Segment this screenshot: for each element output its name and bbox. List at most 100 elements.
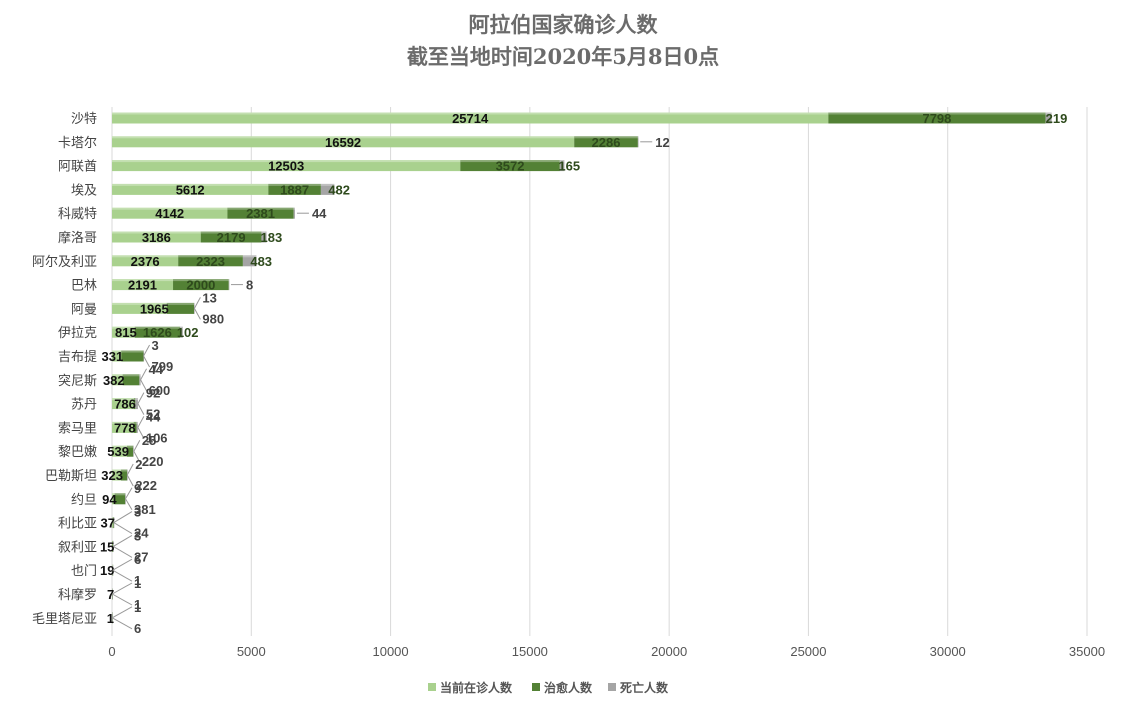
bar-segment bbox=[173, 279, 229, 291]
bar-segment-highlight bbox=[200, 231, 262, 234]
bar-segment-highlight bbox=[112, 326, 135, 329]
chart-title: 阿拉伯国家确诊人数 bbox=[469, 12, 659, 37]
bar-segment-highlight bbox=[112, 540, 114, 543]
data-label-deaths: 92 bbox=[146, 386, 160, 401]
data-label-current: 16592 bbox=[325, 135, 361, 150]
bar-segment-highlight bbox=[194, 302, 195, 305]
legend-label: 当前在诊人数 bbox=[440, 680, 513, 695]
bar-segment-highlight bbox=[136, 421, 138, 424]
data-label-recovered: 2286 bbox=[592, 135, 621, 150]
bar-segment bbox=[112, 350, 122, 362]
data-label-current: 12503 bbox=[268, 159, 304, 174]
category-label: 阿联酋 bbox=[58, 159, 97, 175]
value-axis: 0 5000 10000 15000 20000 25000 30000 35000 bbox=[108, 644, 1105, 659]
bar-segment-highlight bbox=[121, 350, 144, 353]
category-label: 巴林 bbox=[71, 279, 97, 294]
bar-segment bbox=[134, 326, 180, 338]
bar-segment-highlight bbox=[112, 112, 829, 115]
leader-line bbox=[113, 545, 133, 558]
bar-segment bbox=[242, 255, 257, 267]
bar-segment bbox=[227, 207, 294, 219]
bar-segment bbox=[133, 421, 137, 433]
bar-segment bbox=[320, 183, 335, 195]
category-label: 约旦 bbox=[71, 493, 97, 508]
data-label-recovered: 600 bbox=[149, 383, 171, 398]
bar-segment bbox=[112, 136, 575, 148]
bar-segment-highlight bbox=[112, 183, 269, 186]
bar-segment-highlight bbox=[125, 493, 126, 496]
bar-segment bbox=[136, 421, 138, 433]
bar-segment-highlight bbox=[1045, 112, 1052, 115]
data-label-recovered: 220 bbox=[142, 454, 164, 469]
leader-line bbox=[137, 392, 145, 404]
data-label-deaths: 219 bbox=[1046, 111, 1068, 126]
legend-label: 死亡人数 bbox=[620, 680, 669, 695]
data-label-deaths: 13 bbox=[202, 290, 216, 305]
data-label-current: 94 bbox=[102, 492, 117, 507]
bar-segment bbox=[574, 136, 638, 148]
data-label-recovered: 7798 bbox=[922, 111, 951, 126]
bar-segment bbox=[121, 350, 144, 362]
bar-segment-highlight bbox=[320, 183, 335, 186]
data-label-current: 15 bbox=[100, 539, 114, 554]
data-label-current: 5612 bbox=[176, 182, 205, 197]
leader-line bbox=[111, 606, 133, 619]
bar-segment-highlight bbox=[133, 445, 134, 448]
data-label-deaths: 44 bbox=[146, 409, 161, 424]
bar-segment-highlight bbox=[134, 326, 180, 329]
leader-line bbox=[193, 297, 201, 309]
data-label-current: 323 bbox=[101, 468, 123, 483]
bar-segment-highlight bbox=[637, 136, 639, 139]
leader-line bbox=[125, 487, 133, 500]
category-label: 利比亚 bbox=[58, 517, 97, 532]
x-tick-label: 5000 bbox=[237, 644, 266, 659]
leader-line bbox=[193, 308, 201, 320]
category-label: 黎巴嫩 bbox=[58, 445, 97, 460]
bar-segment-highlight bbox=[574, 136, 638, 139]
bar-segment-highlight bbox=[112, 374, 123, 377]
category-axis: 沙特卡塔尔阿联酋埃及科威特摩洛哥阿尔及利亚巴林阿曼伊拉克吉布提突尼斯苏丹索马里黎… bbox=[32, 112, 97, 627]
data-label-deaths: 183 bbox=[261, 230, 283, 245]
data-label-recovered: 2381 bbox=[246, 206, 275, 221]
bar-segment-highlight bbox=[112, 517, 114, 520]
x-tick-label: 25000 bbox=[790, 644, 826, 659]
data-label-recovered: 3572 bbox=[496, 159, 525, 174]
legend-swatch bbox=[532, 683, 540, 691]
data-label-recovered: 6 bbox=[134, 621, 141, 636]
data-label-deaths: 9 bbox=[134, 481, 141, 496]
data-label-current: 37 bbox=[101, 516, 115, 531]
bar-segment bbox=[112, 445, 128, 457]
bar-segment-highlight bbox=[112, 588, 113, 591]
category-label: 阿曼 bbox=[71, 302, 97, 317]
category-label: 巴勒斯坦 bbox=[45, 469, 97, 484]
legend: 当前在诊人数 治愈人数 死亡人数 bbox=[428, 680, 669, 695]
bar-segment bbox=[293, 207, 295, 219]
bar-segment bbox=[114, 493, 126, 505]
bar-segment-highlight bbox=[268, 183, 321, 186]
leader-line bbox=[137, 427, 145, 439]
category-label: 阿尔及利亚 bbox=[32, 255, 97, 270]
category-label: 也门 bbox=[71, 564, 97, 579]
bar-segment bbox=[112, 112, 829, 124]
leader-line bbox=[137, 416, 145, 428]
leader-line bbox=[143, 355, 151, 368]
leader-line bbox=[140, 368, 148, 381]
bar-segment bbox=[268, 183, 321, 195]
category-label: 伊拉克 bbox=[58, 326, 97, 341]
bar-segment-highlight bbox=[112, 255, 179, 258]
bar-segment bbox=[200, 231, 262, 243]
bar-segment-highlight bbox=[112, 350, 122, 353]
bar-segment-highlight bbox=[143, 350, 145, 353]
data-label-recovered: 24 bbox=[134, 526, 149, 541]
bar-segment bbox=[178, 255, 243, 267]
data-label-recovered: 1 bbox=[134, 597, 141, 612]
bar-segment bbox=[135, 398, 138, 410]
bars bbox=[112, 112, 1052, 624]
bar-segment bbox=[112, 398, 134, 410]
bar-segment-highlight bbox=[261, 231, 267, 234]
bar-segment bbox=[120, 469, 128, 481]
bar-segment bbox=[112, 255, 179, 267]
bar-segment bbox=[112, 326, 135, 338]
bar-segment bbox=[112, 564, 113, 576]
